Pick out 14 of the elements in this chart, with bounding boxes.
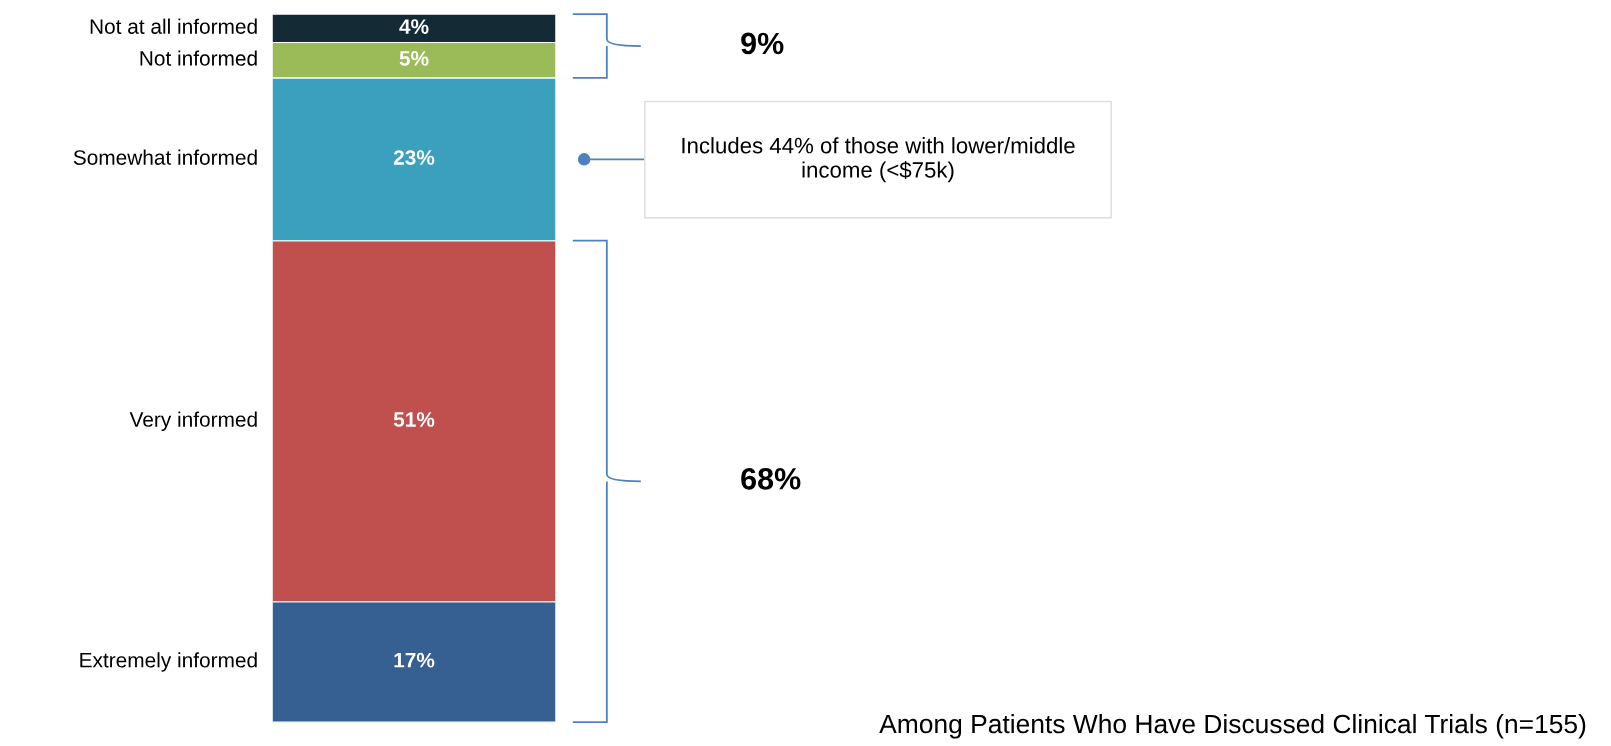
data-label: 51%: [393, 412, 435, 427]
data-label: 17%: [394, 652, 435, 668]
series-label: Not at all informed: [90, 18, 257, 34]
text: 9%: [741, 32, 784, 55]
series-label: Somewhat informed: [73, 149, 257, 165]
series-label: Not informed: [140, 50, 257, 66]
text: 68%: [741, 467, 801, 490]
data-label: 5%: [399, 51, 429, 66]
series-label: Extremely informed: [80, 652, 257, 672]
text: Includes 44% of those with lower/middle income (<$75k): [682, 137, 1075, 183]
data-label: 23%: [393, 150, 435, 165]
series-label: Very informed: [129, 411, 257, 431]
data-label: 4%: [399, 19, 429, 34]
text: Among Patients Who Have Discussed Clinical Trials (n=155): [879, 713, 1586, 739]
